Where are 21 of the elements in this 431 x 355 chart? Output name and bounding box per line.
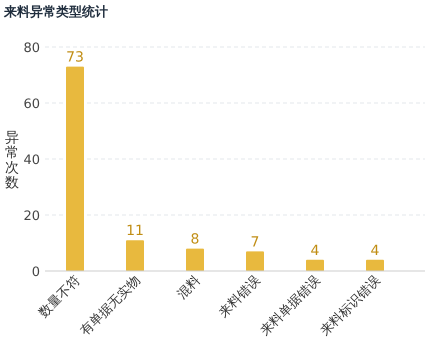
y-axis-title: 异常次数 [5,130,19,191]
bar [66,66,84,271]
data-label: 4 [370,242,380,259]
data-label: 4 [310,242,320,259]
bar [366,260,384,271]
data-label: 7 [250,234,260,250]
chart-title: 来料异常类型统计 [3,4,108,20]
bar [126,240,144,271]
bar [186,248,204,271]
y-tick-label: 80 [23,41,40,56]
data-label: 11 [126,223,144,240]
x-tick-label: 来料错误 [216,273,264,321]
y-tick-label: 20 [23,209,40,224]
x-tick-label: 混料 [174,273,204,302]
y-tick-label: 0 [32,265,40,280]
bar [246,251,264,271]
data-label: 8 [190,232,200,248]
bar [306,260,324,271]
y-tick-label: 40 [23,153,40,168]
y-tick-label: 60 [23,97,40,112]
data-label: 73 [66,50,84,66]
